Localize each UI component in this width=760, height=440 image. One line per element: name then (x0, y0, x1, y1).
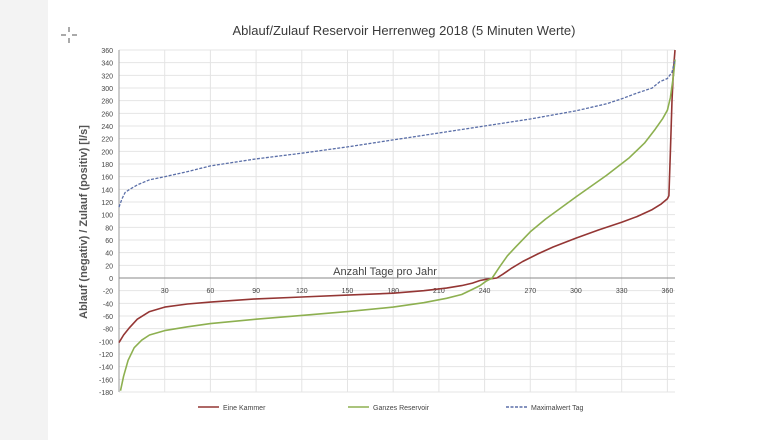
y-tick-label: 160 (101, 175, 113, 182)
y-tick-label: 280 (101, 99, 113, 106)
x-tick-label: 30 (161, 288, 169, 295)
y-tick-label: 260 (101, 111, 113, 118)
y-tick-label: 0 (109, 276, 113, 283)
y-tick-label: -120 (99, 352, 113, 359)
x-tick-label: 180 (387, 288, 399, 295)
y-tick-label: -60 (103, 314, 113, 321)
move-handle-icon[interactable] (60, 26, 78, 44)
y-tick-label: -20 (103, 289, 113, 296)
x-axis-label: Anzahl Tage pro Jahr (333, 266, 437, 278)
y-tick-label: -100 (99, 339, 113, 346)
y-tick-label: 180 (101, 162, 113, 169)
legend-label: Maximalwert Tag (531, 405, 583, 412)
y-tick-label: 120 (101, 200, 113, 207)
chart-title: Ablauf/Zulauf Reservoir Herrenweg 2018 (… (232, 23, 576, 38)
y-tick-label: 220 (101, 137, 113, 144)
y-tick-label: -180 (99, 390, 113, 397)
y-tick-label: 320 (101, 73, 113, 80)
y-tick-label: -80 (103, 327, 113, 334)
y-tick-label: 360 (101, 48, 113, 55)
y-tick-label: 80 (105, 225, 113, 232)
y-tick-label: 20 (105, 263, 113, 270)
x-tick-label: 300 (570, 288, 582, 295)
y-axis-label: Ablauf (negativ) / Zulauf (positiv) [l/s… (78, 125, 90, 319)
x-tick-label: 360 (662, 288, 674, 295)
x-tick-label: 90 (252, 288, 260, 295)
y-tick-label: 240 (101, 124, 113, 131)
y-tick-label: 140 (101, 187, 113, 194)
x-tick-label: 60 (206, 288, 214, 295)
x-tick-label: 150 (342, 288, 354, 295)
legend-label: Ganzes Reservoir (373, 405, 430, 412)
x-tick-label: 120 (296, 288, 308, 295)
y-tick-label: 100 (101, 213, 113, 220)
y-tick-label: -140 (99, 365, 113, 372)
x-tick-label: 330 (616, 288, 628, 295)
y-tick-label: -160 (99, 377, 113, 384)
series-line-eine-kammer (118, 49, 676, 344)
series-line-ganzes-reservoir (119, 59, 676, 391)
y-tick-label: 300 (101, 86, 113, 93)
x-tick-label: 240 (479, 288, 491, 295)
x-tick-label: 270 (524, 288, 536, 295)
y-tick-label: 340 (101, 61, 113, 68)
y-tick-label: 200 (101, 149, 113, 156)
y-tick-label: 40 (105, 251, 113, 258)
y-tick-label: -40 (103, 301, 113, 308)
series-line-maximalwert-tag (118, 59, 676, 208)
legend-label: Eine Kammer (223, 405, 266, 412)
x-tick-label: 210 (433, 288, 445, 295)
y-tick-label: 60 (105, 238, 113, 245)
